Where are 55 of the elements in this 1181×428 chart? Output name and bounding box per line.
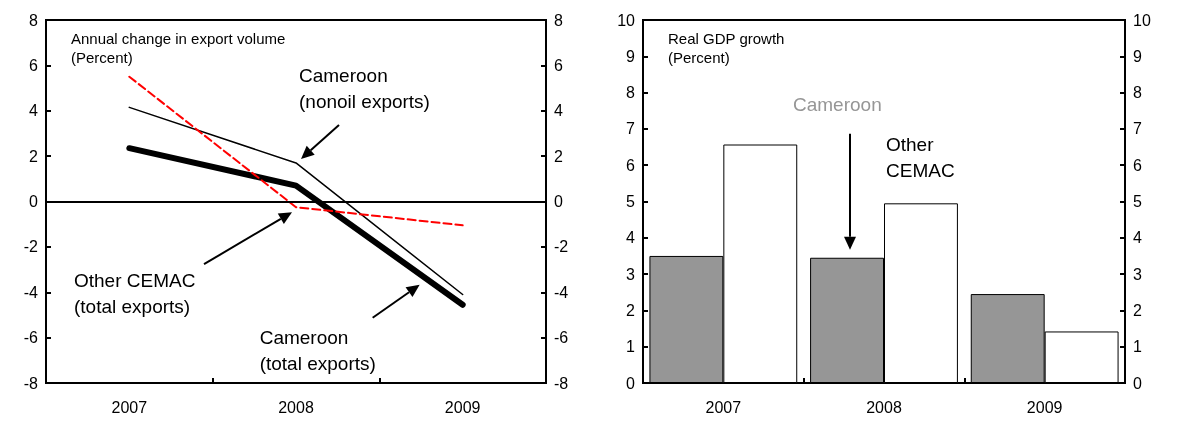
y-tick-label: -6: [23, 329, 39, 347]
y2-tick-label: 8: [554, 11, 563, 29]
y2-tick-label: 10: [1133, 11, 1151, 29]
text: Other CEMAC (total exports): [74, 269, 196, 317]
y2-tick-label: 9: [1133, 47, 1142, 65]
text: Annual change in export volume: [71, 30, 286, 47]
y-tick-label: 10: [617, 11, 636, 29]
y2-tick-label: -8: [554, 374, 569, 392]
text: Cameroon (nonoil exports): [299, 65, 430, 113]
y-tick-label: 1: [626, 338, 636, 356]
y-tick-label: 6: [626, 156, 636, 174]
y2-tick-label: 0: [554, 193, 563, 210]
y2-tick-label: 7: [1133, 120, 1142, 138]
y-tick-label: 2: [29, 147, 39, 165]
y2-tick-label: 6: [1133, 156, 1142, 174]
y2-tick-label: 0: [1133, 374, 1142, 392]
x-tick-label: 2007: [705, 398, 742, 416]
y2-tick-label: 8: [1133, 84, 1142, 102]
text: (Percent): [668, 49, 730, 66]
x-tick-label: 2008: [278, 398, 314, 416]
y2-tick-label: -6: [554, 329, 569, 347]
y-tick-label: 3: [626, 265, 636, 283]
y-tick-label: 0: [626, 374, 636, 392]
y-tick-label: 0: [29, 193, 39, 210]
y-tick-label: 8: [626, 84, 636, 102]
y2-tick-label: 2: [554, 147, 563, 165]
y2-tick-label: 3: [1133, 265, 1142, 283]
x-tick-label: 2007: [111, 398, 148, 416]
text: Cameroon: [793, 94, 882, 116]
legend-label: Cameroon (total exports): [259, 327, 376, 375]
y2-tick-label: 5: [1133, 193, 1142, 210]
x-tick-label: 2009: [444, 398, 481, 416]
y-tick-label: 5: [626, 193, 636, 210]
x-tick-label: 2008: [866, 398, 902, 416]
y2-tick-label: -2: [554, 238, 569, 256]
y2-tick-label: 1: [1133, 338, 1142, 356]
y-tick-label: -4: [23, 283, 39, 301]
y-tick-label: 9: [626, 47, 636, 65]
series-label: Other CEMAC: [886, 133, 955, 181]
y-tick-label: 4: [626, 229, 636, 247]
y2-tick-label: 2: [1133, 301, 1142, 319]
y-tick-label: 7: [626, 120, 636, 138]
y2-tick-label: -4: [554, 283, 569, 301]
y-tick-label: 4: [29, 102, 39, 120]
y-tick-label: 8: [29, 11, 39, 29]
y2-tick-label: 4: [1133, 229, 1142, 247]
y-tick-label: -2: [23, 238, 39, 256]
y2-tick-label: 4: [554, 102, 563, 120]
text: (Percent): [71, 49, 133, 66]
y-tick-label: -8: [23, 374, 39, 392]
y2-tick-label: 6: [554, 56, 563, 74]
y-tick-label: 6: [29, 56, 39, 74]
text: Real GDP growth: [668, 30, 785, 47]
y-tick-label: 2: [626, 301, 636, 319]
x-tick-label: 2009: [1026, 398, 1063, 416]
